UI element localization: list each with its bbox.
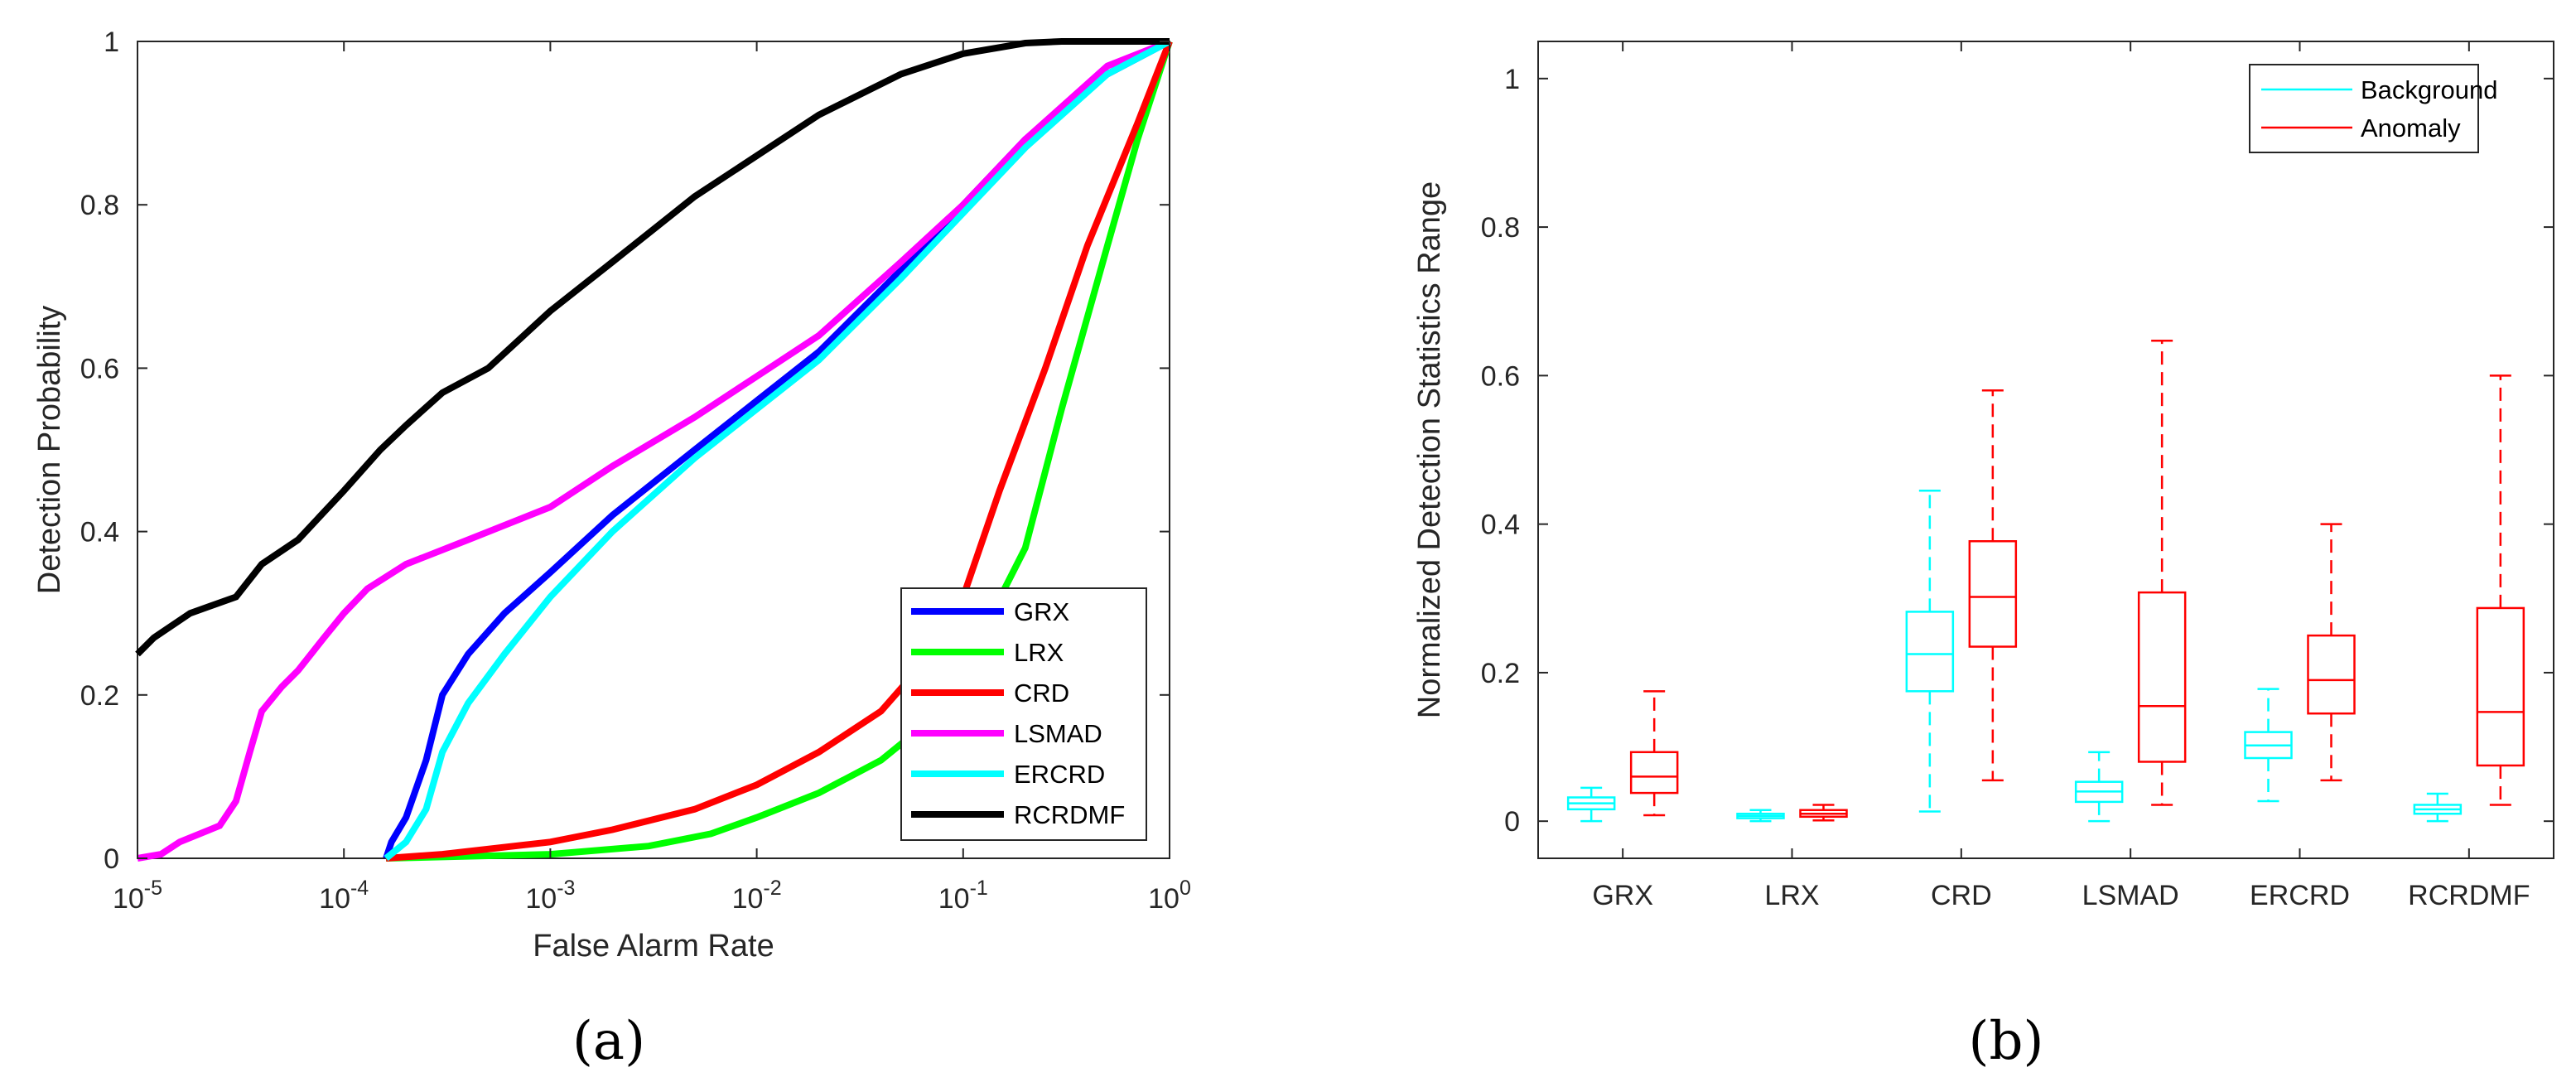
box-y-ticks: 0 0.2 0.4 0.6 0.8 1 bbox=[1481, 64, 2554, 838]
box-y-tick-label: 0.4 bbox=[1481, 510, 1520, 541]
panel-label-b: (b) bbox=[1969, 1011, 2044, 1072]
roc-series-crd bbox=[385, 40, 1173, 862]
roc-y-tick-label: 0.4 bbox=[80, 517, 119, 548]
box-anomaly-lsmad bbox=[2137, 339, 2187, 806]
roc-legend-label: GRX bbox=[1014, 597, 1070, 626]
box-y-axis-label: Normalized Detection Statistics Range bbox=[1412, 181, 1447, 718]
box-y-tick-label: 0.6 bbox=[1481, 360, 1520, 392]
roc-legend-box bbox=[900, 587, 1147, 841]
box-x-tick-label: CRD bbox=[1931, 880, 1992, 911]
roc-legend-label: LRX bbox=[1014, 638, 1064, 667]
box-legend: Background Anomaly bbox=[2249, 64, 2497, 153]
roc-series-lrx bbox=[386, 40, 1173, 862]
box-legend-box bbox=[2249, 64, 2479, 153]
roc-y-tick-label: 0.8 bbox=[80, 190, 119, 221]
box-x-tick-label: LRX bbox=[1764, 880, 1819, 911]
roc-x-tick-label: 10-3 bbox=[525, 877, 575, 915]
roc-x-tick-label: 10-2 bbox=[732, 877, 782, 915]
box-background-crd bbox=[1905, 490, 1955, 813]
roc-y-axis-label: Detection Probability bbox=[32, 306, 67, 595]
box-legend-label: Anomaly bbox=[2361, 114, 2461, 142]
box-iqr bbox=[1968, 540, 2018, 648]
box-plot-frame bbox=[1537, 41, 2554, 859]
box-iqr bbox=[1905, 611, 1955, 693]
box-chart-panel: 0 0.2 0.4 0.6 0.8 1 GRX LRX CRD LSMAD ERCRD RCRDMF… bbox=[1412, 41, 2554, 911]
roc-y-ticks: 0 0.2 0.4 0.6 0.8 1 bbox=[80, 27, 1170, 875]
box-anomaly-ercrd bbox=[2307, 523, 2356, 782]
box-y-tick-label: 0.2 bbox=[1481, 658, 1520, 689]
roc-y-tick-label: 1 bbox=[104, 27, 119, 58]
roc-y-tick-label: 0 bbox=[104, 843, 119, 875]
roc-legend-label: ERCRD bbox=[1014, 760, 1105, 789]
roc-x-tick-label: 10-1 bbox=[938, 877, 988, 915]
box-background-lrx bbox=[1736, 809, 1785, 823]
box-iqr bbox=[1629, 751, 1679, 795]
box-x-tick-label: LSMAD bbox=[2082, 880, 2179, 911]
roc-x-tick-label: 10-4 bbox=[319, 877, 369, 915]
box-iqr bbox=[2476, 606, 2525, 767]
roc-legend-label: CRD bbox=[1014, 679, 1069, 708]
roc-x-tick-label: 10-5 bbox=[113, 877, 162, 915]
box-background-rcrdmf bbox=[2413, 792, 2463, 823]
roc-x-ticks: 10-5 10-4 10-3 10-2 10-1 100 bbox=[113, 41, 1191, 915]
box-x-ticks: GRX LRX CRD LSMAD ERCRD RCRDMF bbox=[1592, 41, 2530, 911]
roc-legend: GRX LRX CRD LSMAD ERCRD RCRDMF bbox=[900, 587, 1147, 841]
box-y-tick-label: 0.8 bbox=[1481, 212, 1520, 244]
box-background-lsmad bbox=[2074, 751, 2124, 823]
box-anomaly-lrx bbox=[1799, 804, 1848, 822]
roc-legend-label: LSMAD bbox=[1014, 719, 1102, 748]
box-background-grx bbox=[1566, 786, 1616, 823]
box-y-tick-label: 0 bbox=[1504, 806, 1520, 838]
roc-series-ercrd bbox=[384, 38, 1171, 862]
roc-series-group bbox=[135, 38, 1173, 862]
box-x-tick-label: ERCRD bbox=[2250, 880, 2350, 911]
panel-label-a: (a) bbox=[572, 1011, 645, 1072]
box-x-tick-label: GRX bbox=[1592, 880, 1653, 911]
roc-x-tick-label: 100 bbox=[1148, 877, 1191, 915]
roc-chart-panel: 0 0.2 0.4 0.6 0.8 1 10-5 10-4 10-3 10-2 10-1 100 F… bbox=[32, 27, 1191, 964]
box-anomaly-grx bbox=[1629, 690, 1679, 817]
box-y-tick-label: 1 bbox=[1504, 64, 1520, 95]
roc-y-tick-label: 0.6 bbox=[80, 353, 119, 384]
box-iqr bbox=[2307, 634, 2356, 715]
roc-y-tick-label: 0.2 bbox=[80, 680, 119, 712]
box-iqr bbox=[2137, 591, 2187, 763]
box-legend-label: Background bbox=[2361, 75, 2497, 104]
roc-x-axis-label: False Alarm Rate bbox=[533, 929, 774, 964]
box-anomaly-crd bbox=[1968, 389, 2018, 782]
box-x-tick-label: RCRDMF bbox=[2408, 880, 2530, 911]
roc-series-lsmad bbox=[137, 38, 1171, 862]
box-anomaly-rcrdmf bbox=[2476, 374, 2525, 806]
box-series-group bbox=[1566, 339, 2525, 823]
box-background-ercrd bbox=[2244, 688, 2293, 803]
roc-series-rcrdmf bbox=[135, 38, 1170, 657]
roc-legend-label: RCRDMF bbox=[1014, 800, 1125, 829]
